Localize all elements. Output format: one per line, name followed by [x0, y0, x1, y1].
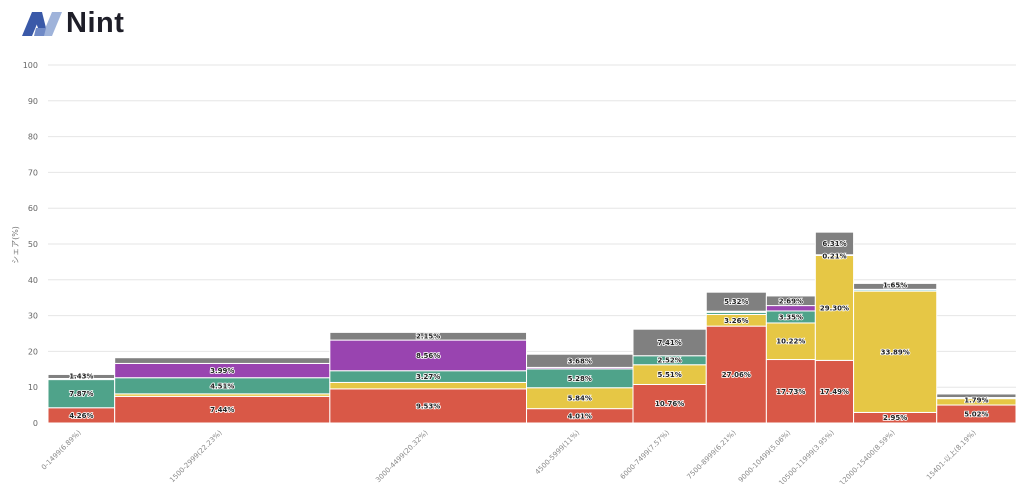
segment-label: 2.15% — [416, 333, 440, 341]
segment-label: 7.87% — [69, 390, 93, 398]
segment-label: 2.52% — [657, 357, 681, 365]
category-column — [705, 291, 767, 424]
segment-label: 4.51% — [210, 382, 234, 390]
x-tick-label: 4500-5999(11%) — [534, 429, 582, 477]
segment-label: 8.56% — [416, 352, 440, 360]
segment-label: 5.51% — [657, 371, 681, 379]
segment-label: 6.31% — [822, 240, 846, 248]
category-column — [632, 328, 707, 424]
y-tick-label: 30 — [28, 312, 38, 321]
y-tick-label: 20 — [28, 347, 38, 356]
nint-logo-icon — [22, 12, 62, 36]
y-tick-label: 0 — [33, 419, 38, 428]
x-tick-label: 7500-8999(6.21%) — [686, 429, 738, 481]
x-axis-ticks: 0-1499(6.89%) 1500-2999(22.23%) 3000-4499(… — [40, 428, 978, 484]
category-column — [329, 331, 528, 424]
brand-logo: Nint — [22, 6, 124, 40]
segment-label: 1.43% — [69, 372, 93, 380]
bar-segment-yellow[interactable] — [329, 381, 528, 390]
y-axis-label: シェア(%) — [11, 226, 20, 264]
segment-label: 3.26% — [724, 317, 748, 325]
y-tick-label: 10 — [28, 383, 38, 392]
x-tick-label: 0-1499(6.89%) — [40, 429, 83, 472]
segment-label: 3.27% — [416, 373, 440, 381]
bar-segment-gray[interactable] — [936, 393, 1017, 399]
segment-label: 33.89% — [881, 348, 910, 356]
category-column — [814, 231, 855, 424]
segment-label: 4.01% — [568, 412, 592, 420]
bar-segment-purple[interactable] — [765, 305, 816, 312]
bar-segment-gray[interactable] — [814, 231, 855, 256]
segment-label: 1.65% — [883, 281, 907, 289]
bar-segment-purple[interactable] — [329, 339, 528, 372]
category-column — [853, 282, 938, 424]
segment-label: 17.73% — [776, 388, 805, 396]
segment-label: 3.99% — [210, 367, 234, 375]
x-tick-label: 3000-4499(20.32%) — [374, 429, 430, 484]
y-tick-label: 80 — [28, 133, 38, 142]
segment-label: 1.79% — [964, 397, 988, 405]
x-tick-label: 15401-以上(8.19%) — [924, 428, 978, 482]
segment-label: 29.30% — [820, 304, 849, 312]
grid-lines — [48, 64, 1016, 424]
category-column — [526, 353, 634, 424]
bar-segment-green[interactable] — [47, 379, 116, 409]
segment-label: 0.21% — [822, 253, 846, 261]
bar-segment-red[interactable] — [765, 359, 816, 424]
segment-label: 3.35% — [779, 313, 803, 321]
x-tick-label: 12000-15400(8.59%) — [838, 429, 897, 484]
segment-label: 4.26% — [69, 412, 93, 420]
segment-label: 9.53% — [416, 402, 440, 410]
y-tick-label: 70 — [28, 168, 38, 177]
bar-segment-gray[interactable] — [114, 357, 331, 364]
brand-name: Nint — [66, 6, 125, 39]
y-tick-label: 40 — [28, 276, 38, 285]
segment-label: 3.68% — [568, 357, 592, 365]
segment-label: 5.84% — [568, 395, 592, 403]
segment-label: 7.44% — [210, 406, 234, 414]
y-axis-ticks: 0 10 20 30 40 50 60 70 80 90 100 — [23, 61, 38, 428]
segment-label: 17.49% — [820, 388, 849, 396]
bar-segment-yellow[interactable] — [853, 290, 938, 413]
segment-label: 2.69% — [779, 297, 803, 305]
bar-segment-gray[interactable] — [329, 331, 528, 341]
segment-label: 27.06% — [722, 371, 751, 379]
bar-segment-yellow[interactable] — [814, 254, 855, 361]
x-tick-label: 6000-7499(7.57%) — [619, 429, 671, 481]
bar-segment-gray[interactable] — [853, 282, 938, 290]
segment-label: 5.28% — [568, 375, 592, 383]
segment-label: 5.32% — [724, 298, 748, 306]
segment-label: 10.76% — [655, 400, 684, 408]
y-tick-label: 100 — [23, 61, 38, 70]
x-tick-label: 1500-2999(22.23%) — [168, 429, 224, 484]
segment-label: 2.95% — [883, 414, 907, 422]
y-tick-label: 60 — [28, 204, 38, 213]
segment-label: 10.22% — [776, 338, 805, 346]
y-tick-label: 50 — [28, 240, 38, 249]
category-column — [936, 393, 1017, 424]
segment-labels: 4.26% 7.87% 1.43% 7.44% 4.51% 3.99% 9.53% 3.27%… — [68, 239, 989, 423]
bar-segment-gray[interactable] — [632, 328, 707, 357]
bars — [47, 231, 1017, 424]
segment-label: 5.02% — [964, 411, 988, 419]
y-tick-label: 90 — [28, 97, 38, 106]
segment-label: 7.41% — [657, 339, 681, 347]
category-column — [765, 295, 816, 424]
